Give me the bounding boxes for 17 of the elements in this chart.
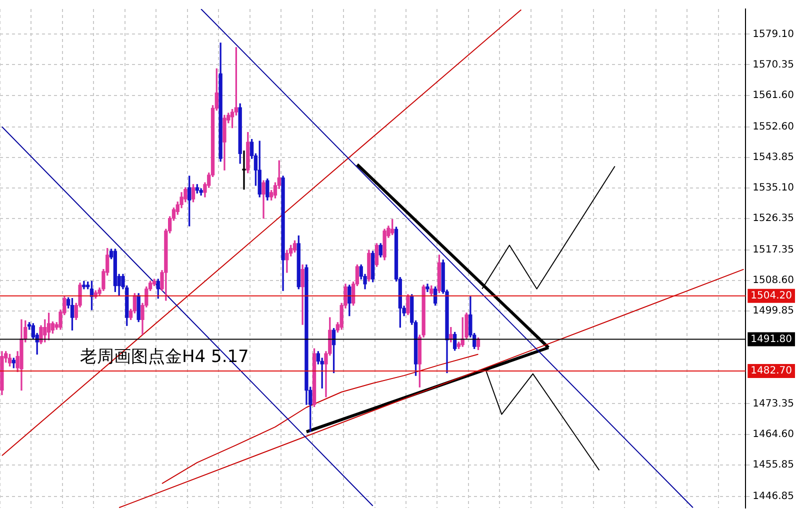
y-tick-label: 1517.35	[752, 244, 794, 256]
y-tick-label: 1561.60	[752, 90, 794, 101]
y-tick-label: 1543.85	[752, 152, 794, 163]
y-tick-label: 1570.35	[752, 59, 794, 70]
ref-line-label: 1491.80	[750, 334, 792, 345]
y-tick-label: 1579.10	[752, 28, 794, 40]
y-tick-label: 1499.85	[752, 306, 794, 317]
y-tick-label: 1473.35	[752, 398, 794, 410]
ref-line-label: 1504.20	[750, 290, 792, 302]
y-tick-label: 1455.85	[752, 459, 794, 470]
y-tick-label: 1508.60	[752, 275, 794, 286]
y-tick-label: 1446.85	[752, 490, 794, 502]
y-tick-label: 1535.10	[752, 182, 794, 194]
y-tick-label: 1552.60	[752, 121, 794, 132]
y-tick-label: 1526.35	[752, 213, 794, 224]
y-tick-label: 1464.60	[752, 428, 794, 440]
ref-line-label: 1482.70	[750, 366, 792, 377]
